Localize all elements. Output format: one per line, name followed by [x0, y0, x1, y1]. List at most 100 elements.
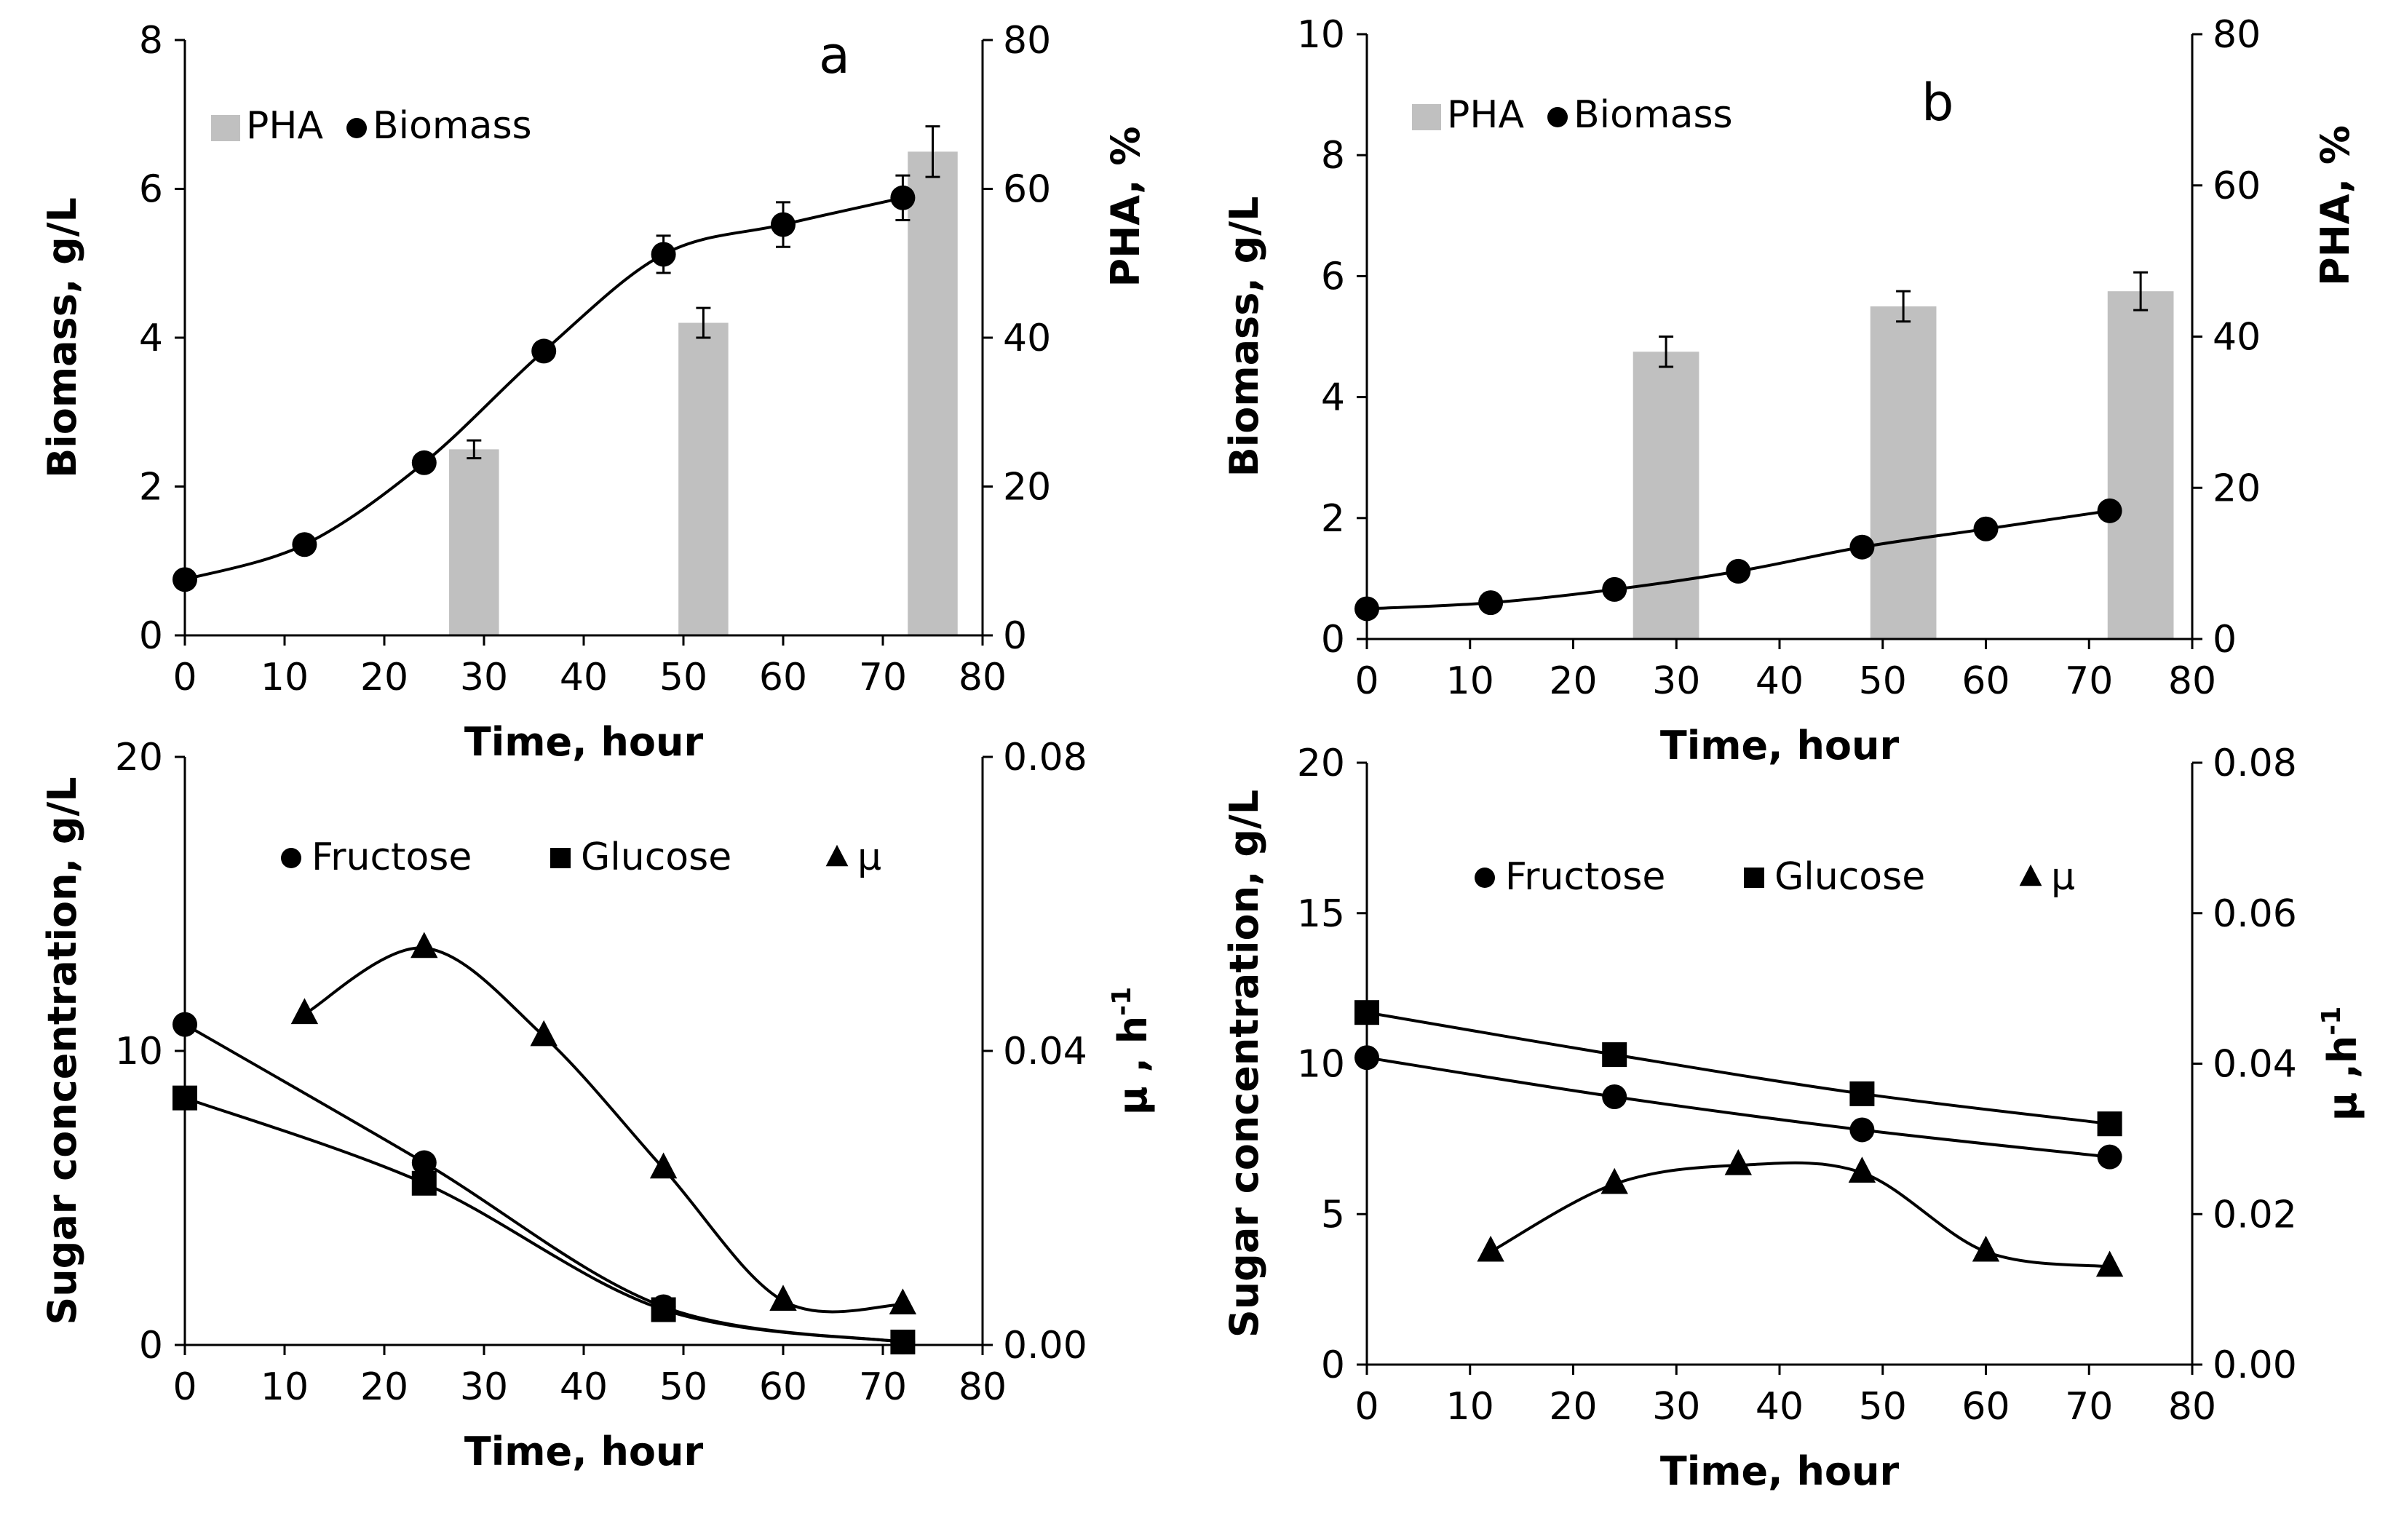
legend-label: μ — [2051, 855, 2075, 899]
y-tick-label: 0 — [1321, 618, 1345, 662]
legend-marker — [1744, 868, 1764, 888]
legend-label: Glucose — [1774, 855, 1925, 899]
y2-tick-label: 0.02 — [2213, 1193, 2297, 1237]
series-line-glucose — [1366, 1011, 2110, 1126]
data-point-fructose — [1602, 1084, 1627, 1109]
data-point-mu — [1848, 1156, 1876, 1183]
data-point-glucose — [172, 1085, 197, 1111]
legend-pha-label: PHA — [246, 104, 323, 148]
legend-biomass-label: Biomass — [1574, 93, 1733, 137]
y2-tick-label: 0.04 — [2213, 1043, 2297, 1087]
x-tick-label: 0 — [172, 1365, 197, 1409]
x-tick-label: 10 — [1446, 1385, 1494, 1429]
legend-label: μ — [857, 836, 881, 879]
y2-tick-label: 0.08 — [1003, 736, 1087, 779]
x-tick-label: 40 — [560, 656, 608, 699]
y2-tick-label: 20 — [2213, 467, 2261, 510]
data-point-biomass — [2097, 498, 2122, 523]
y-tick-label: 15 — [1297, 892, 1345, 936]
data-point-glucose — [1849, 1081, 1875, 1106]
data-point-mu — [769, 1285, 797, 1311]
y2-tick-label: 0.00 — [2213, 1343, 2297, 1387]
y-tick-label: 10 — [1297, 13, 1345, 57]
legend-marker — [550, 848, 571, 868]
y2-tick-label: 0.06 — [2213, 892, 2297, 936]
x-tick-label: 80 — [959, 656, 1007, 699]
data-point-glucose — [1602, 1042, 1627, 1068]
data-point-mu — [2095, 1250, 2124, 1277]
x-axis-label: Time, hour — [464, 1429, 704, 1474]
x-tick-label: 70 — [2065, 1385, 2113, 1429]
y-tick-label: 20 — [115, 736, 163, 779]
y-axis-label: Biomass, g/L — [1221, 197, 1267, 477]
legend-marker — [1475, 868, 1495, 888]
y-tick-label: 6 — [139, 168, 163, 212]
x-tick-label: 0 — [1354, 1385, 1379, 1429]
series-line- — [304, 946, 903, 1314]
data-point-biomass — [172, 567, 197, 592]
y-tick-label: 6 — [1321, 255, 1345, 298]
data-point-biomass — [1726, 558, 1751, 584]
data-point-mu — [1600, 1167, 1628, 1194]
x-tick-label: 60 — [759, 656, 807, 699]
y2-tick-label: 80 — [1003, 19, 1051, 63]
pha-bar — [2107, 291, 2174, 639]
legend-pha-label: PHA — [1447, 93, 1524, 137]
data-point-glucose — [411, 1170, 437, 1196]
legend-marker — [825, 844, 849, 867]
pha-bar — [678, 322, 729, 635]
x-tick-label: 80 — [2168, 659, 2216, 703]
x-tick-label: 10 — [1446, 659, 1494, 703]
x-tick-label: 30 — [1652, 659, 1700, 703]
data-point-mu — [530, 1020, 558, 1047]
data-point-fructose — [2097, 1144, 2122, 1170]
pha-bar — [1633, 352, 1699, 639]
y-tick-label: 2 — [139, 466, 163, 509]
y2-axis-label-superscript: -1 — [2317, 1007, 2347, 1036]
x-axis-label: Time, hour — [464, 719, 704, 765]
data-point-fructose — [1849, 1117, 1875, 1143]
data-point-mu — [1972, 1235, 2000, 1262]
x-tick-label: 40 — [1756, 1385, 1804, 1429]
x-tick-label: 80 — [2168, 1385, 2216, 1429]
x-tick-label: 0 — [1354, 659, 1379, 703]
y2-tick-label: 40 — [1003, 317, 1051, 360]
data-point-biomass — [531, 338, 557, 364]
data-point-mu — [290, 998, 319, 1025]
y-tick-label: 2 — [1321, 497, 1345, 541]
y-axis-label: Biomass, g/L — [39, 197, 85, 478]
x-tick-label: 20 — [1549, 1385, 1597, 1429]
y-tick-label: 0 — [139, 1324, 163, 1368]
y-tick-label: 4 — [1321, 376, 1345, 420]
data-point-glucose — [651, 1297, 676, 1322]
legend-marker — [2019, 864, 2042, 886]
x-tick-label: 70 — [2065, 659, 2113, 703]
data-point-fructose — [172, 1012, 197, 1037]
y2-tick-label: 0.08 — [2213, 742, 2297, 785]
panel-letter: b — [1921, 73, 1953, 132]
x-tick-label: 0 — [172, 656, 197, 699]
data-point-glucose — [890, 1329, 916, 1354]
series-line-fructose — [183, 1023, 903, 1343]
data-point-glucose — [1354, 1000, 1379, 1025]
y2-axis-label-superscript: -1 — [1107, 987, 1137, 1016]
x-tick-label: 60 — [1961, 659, 2010, 703]
y2-tick-label: 80 — [2213, 13, 2261, 57]
x-axis-label: Time, hour — [1660, 723, 1900, 769]
y-axis-label: Sugar concentration, g/L — [1221, 790, 1267, 1338]
y-tick-label: 10 — [1297, 1043, 1345, 1087]
legend-pha-swatch — [1412, 104, 1441, 130]
chart-a-bottom: 0 10 20 30 40 50 60 70 80 0 10 20 0.00 0.04 0.08 Time, … — [39, 736, 1156, 1474]
x-tick-label: 70 — [859, 1365, 907, 1409]
legend-marker — [281, 848, 301, 868]
x-tick-label: 20 — [360, 1365, 408, 1409]
data-point-mu — [649, 1152, 678, 1179]
pha-bar — [908, 151, 958, 635]
y2-axis-label: μ ,h-1 — [2317, 1007, 2365, 1122]
x-tick-label: 10 — [261, 656, 309, 699]
y2-tick-label: 40 — [2213, 316, 2261, 360]
data-point-mu — [889, 1288, 917, 1315]
